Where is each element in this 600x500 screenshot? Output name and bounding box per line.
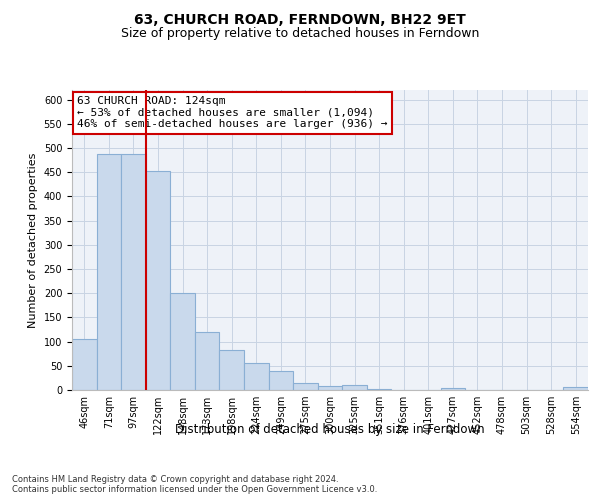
Bar xyxy=(220,350,244,390)
Bar xyxy=(121,154,146,390)
Bar xyxy=(97,154,121,390)
Bar xyxy=(563,387,588,390)
Bar xyxy=(367,388,391,390)
Bar xyxy=(170,292,195,390)
Bar xyxy=(293,383,318,390)
Bar xyxy=(244,364,269,390)
Text: Size of property relative to detached houses in Ferndown: Size of property relative to detached ho… xyxy=(121,28,479,40)
Text: 63, CHURCH ROAD, FERNDOWN, BH22 9ET: 63, CHURCH ROAD, FERNDOWN, BH22 9ET xyxy=(134,12,466,26)
Text: 63 CHURCH ROAD: 124sqm
← 53% of detached houses are smaller (1,094)
46% of semi-: 63 CHURCH ROAD: 124sqm ← 53% of detached… xyxy=(77,96,388,129)
Text: Distribution of detached houses by size in Ferndown: Distribution of detached houses by size … xyxy=(175,422,485,436)
Bar xyxy=(318,386,342,390)
Bar xyxy=(195,332,220,390)
Bar xyxy=(269,370,293,390)
Bar xyxy=(146,171,170,390)
Bar xyxy=(342,385,367,390)
Y-axis label: Number of detached properties: Number of detached properties xyxy=(28,152,38,328)
Bar xyxy=(72,339,97,390)
Text: Contains public sector information licensed under the Open Government Licence v3: Contains public sector information licen… xyxy=(12,485,377,494)
Bar xyxy=(440,388,465,390)
Text: Contains HM Land Registry data © Crown copyright and database right 2024.: Contains HM Land Registry data © Crown c… xyxy=(12,475,338,484)
